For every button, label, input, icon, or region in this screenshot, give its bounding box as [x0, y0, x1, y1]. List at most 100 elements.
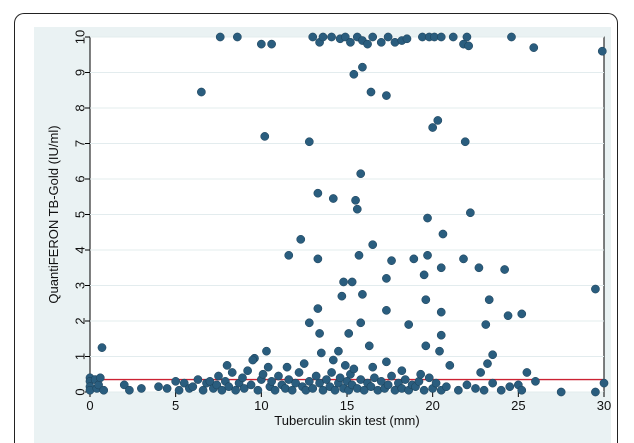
- data-point: [383, 32, 393, 42]
- data-point: [308, 32, 318, 42]
- data-point: [318, 32, 328, 42]
- data-point: [334, 346, 343, 356]
- data-point: [366, 382, 376, 392]
- data-point: [484, 295, 494, 305]
- data-point: [137, 384, 146, 393]
- data-point: [171, 377, 181, 386]
- data-point: [212, 380, 222, 390]
- data-point: [256, 39, 266, 49]
- data-point: [347, 277, 357, 287]
- data-point: [433, 116, 443, 125]
- data-point: [529, 43, 539, 53]
- data-point: [282, 362, 292, 372]
- data-point: [459, 254, 468, 264]
- data-point: [359, 385, 369, 395]
- data-point: [344, 329, 354, 338]
- data-point: [327, 368, 336, 377]
- data-point: [464, 41, 473, 51]
- data-point: [591, 387, 600, 397]
- data-point: [599, 378, 609, 388]
- data-point: [454, 385, 463, 395]
- data-point: [500, 265, 509, 274]
- data-point: [462, 380, 472, 390]
- data-point: [313, 254, 323, 264]
- data-point: [556, 387, 566, 397]
- data-point: [363, 39, 372, 49]
- data-point: [435, 346, 444, 356]
- data-point: [299, 359, 309, 368]
- data-point: [354, 250, 364, 260]
- data-point: [483, 359, 492, 368]
- data-point: [421, 295, 431, 305]
- data-point: [304, 318, 314, 328]
- data-point: [479, 385, 489, 395]
- data-point: [351, 195, 360, 205]
- data-point: [356, 375, 366, 384]
- data-point: [287, 385, 297, 395]
- data-point: [436, 263, 446, 273]
- data-point: [315, 378, 324, 388]
- data-point: [274, 371, 283, 381]
- data-point: [471, 384, 480, 393]
- y-tick-label: 2: [73, 317, 88, 324]
- data-point: [349, 69, 359, 79]
- y-tick-label: 10: [73, 30, 88, 44]
- data-point: [304, 377, 314, 386]
- x-tick-label: 5: [172, 398, 179, 413]
- data-point: [376, 37, 386, 47]
- data-point: [419, 270, 429, 280]
- x-tick-label: 30: [597, 398, 611, 413]
- data-point: [294, 368, 304, 377]
- data-point: [356, 318, 366, 328]
- data-point: [231, 385, 240, 395]
- data-point: [214, 371, 223, 381]
- data-point: [267, 377, 276, 386]
- data-point: [382, 91, 391, 100]
- data-point: [382, 274, 391, 283]
- y-axis-label: QuantiFERON TB-Gold (IU/ml): [46, 125, 61, 303]
- y-tick-label: 8: [73, 104, 88, 111]
- data-point: [400, 375, 410, 384]
- data-point: [215, 32, 225, 42]
- data-point: [436, 330, 446, 340]
- y-tick-label: 7: [73, 140, 88, 147]
- data-point: [476, 368, 485, 377]
- y-tick-label: 0: [73, 388, 88, 395]
- data-point: [424, 373, 434, 383]
- data-point: [349, 364, 359, 374]
- data-point: [340, 32, 350, 42]
- data-point: [197, 87, 206, 97]
- data-point: [438, 229, 448, 239]
- data-point: [522, 368, 532, 377]
- x-axis-label: Tuberculin skin test (mm): [274, 413, 419, 428]
- data-point: [507, 32, 516, 42]
- data-point: [337, 291, 347, 301]
- y-tick-label: 9: [73, 69, 88, 76]
- data-point: [263, 362, 273, 372]
- x-tick-label: 15: [340, 398, 354, 413]
- data-point: [239, 384, 249, 393]
- data-point: [376, 377, 386, 386]
- data-point: [260, 132, 270, 141]
- data-point: [227, 368, 237, 377]
- data-point: [99, 385, 109, 395]
- data-point: [339, 277, 348, 287]
- y-tick-label: 4: [73, 246, 88, 253]
- data-point: [346, 37, 355, 47]
- data-point: [205, 377, 215, 386]
- data-point: [97, 343, 107, 352]
- data-point: [488, 378, 497, 388]
- data-point: [496, 385, 506, 395]
- data-point: [358, 290, 367, 299]
- data-point: [368, 362, 378, 372]
- data-point: [431, 378, 441, 388]
- data-point: [466, 208, 475, 218]
- data-point: [217, 385, 227, 395]
- data-point: [597, 46, 607, 56]
- data-point: [445, 361, 455, 370]
- data-point: [419, 385, 429, 395]
- data-point: [517, 385, 527, 395]
- data-point: [267, 39, 276, 49]
- y-tick-label: 3: [73, 282, 88, 289]
